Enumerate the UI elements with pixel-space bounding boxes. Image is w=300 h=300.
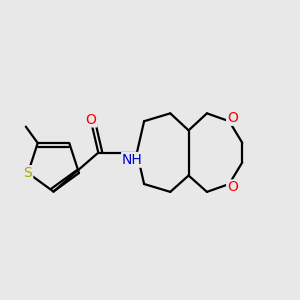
Text: O: O: [227, 111, 238, 125]
Text: O: O: [86, 112, 97, 127]
Text: O: O: [227, 180, 238, 194]
Text: NH: NH: [122, 153, 143, 167]
Text: S: S: [24, 166, 32, 180]
